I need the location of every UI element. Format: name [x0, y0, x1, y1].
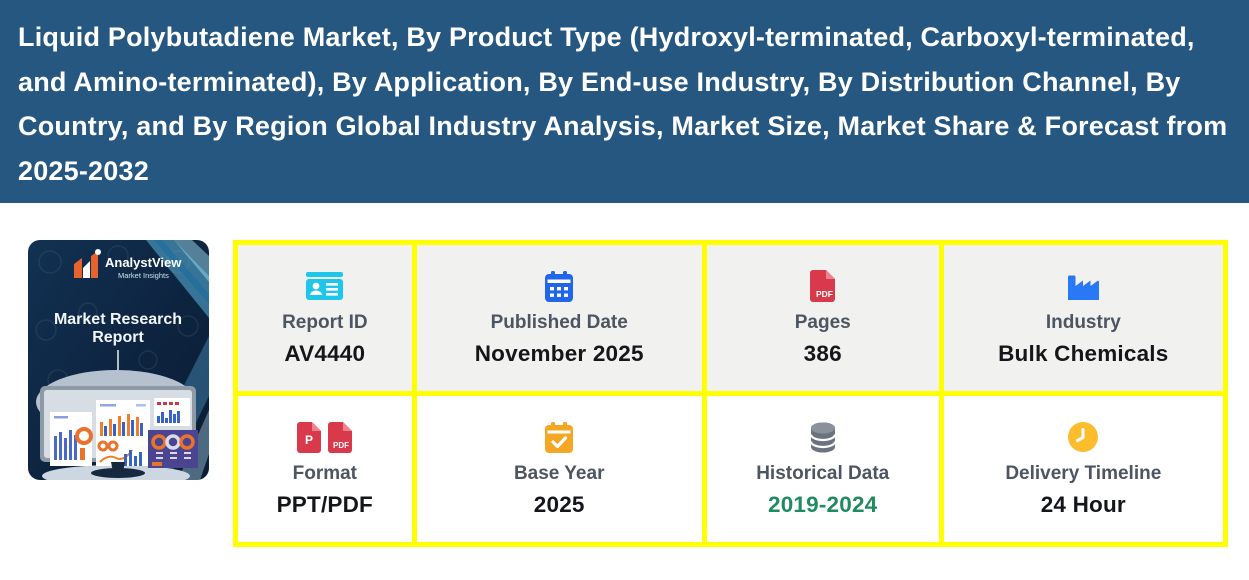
file-pdf-icon: PDF — [810, 269, 836, 303]
card-value: AV4440 — [284, 341, 366, 366]
clock-icon — [1068, 420, 1099, 454]
analystview-logo-icon — [74, 249, 101, 278]
card-label: Historical Data — [756, 463, 890, 484]
card-published-date: Published Date November 2025 — [416, 245, 702, 391]
report-cover-art: AnalystView Market Insights Market Resea… — [28, 240, 209, 480]
calendar-check-icon — [545, 420, 574, 454]
bar-chart-card — [50, 412, 93, 466]
card-value: Bulk Chemicals — [998, 341, 1169, 366]
card-value: PPT/PDF — [276, 492, 374, 517]
calendar-icon — [545, 269, 574, 303]
report-info-grid: Report ID AV4440 Published Date November… — [233, 240, 1228, 547]
card-industry: Industry Bulk Chemicals — [943, 245, 1223, 391]
pattern-icons — [35, 245, 199, 391]
card-value: 2025 — [533, 492, 585, 517]
card-value: 24 Hour — [1040, 492, 1126, 517]
database-icon — [809, 420, 836, 454]
card-delivery-timeline: Delivery Timeline 24 Hour — [943, 396, 1223, 542]
card-label: Delivery Timeline — [1005, 463, 1162, 484]
card-value: November 2025 — [474, 341, 644, 366]
file-pdf-icon: PDF — [328, 421, 353, 453]
svg-text:P: P — [305, 433, 313, 447]
card-format: P PDF Format PPT/PDF — [238, 396, 412, 542]
report-cover-image: AnalystView Market Insights Market Resea… — [28, 240, 209, 480]
report-chart-card — [96, 400, 150, 466]
report-summary-section: AnalystView Market Insights Market Resea… — [0, 240, 1249, 547]
cover-title-line1: Market Research — [54, 311, 182, 328]
donut-chart-card — [148, 430, 198, 468]
file-ppt-and-pdf-icons: P PDF — [297, 420, 353, 454]
factory-icon — [1067, 269, 1099, 303]
card-label: Report ID — [282, 312, 368, 333]
card-value: 386 — [803, 341, 842, 366]
cover-title-line2: Report — [92, 329, 144, 346]
card-base-year: Base Year 2025 — [416, 396, 702, 542]
card-historical-data: Historical Data 2019-2024 — [706, 396, 939, 542]
page-title: Liquid Polybutadiene Market, By Product … — [18, 22, 1228, 186]
cover-brand-tagline: Market Insights — [118, 271, 169, 280]
svg-text:PDF: PDF — [816, 289, 833, 299]
card-label: Format — [292, 463, 358, 484]
report-title-banner: Liquid Polybutadiene Market, By Product … — [0, 0, 1249, 203]
card-report-id: Report ID AV4440 — [238, 245, 412, 391]
cover-brand-name: AnalystView — [105, 255, 182, 270]
svg-text:PDF: PDF — [333, 441, 349, 450]
card-label: Base Year — [513, 463, 605, 484]
card-label: Industry — [1045, 312, 1121, 333]
card-label: Pages — [794, 312, 851, 333]
monitor-illustration — [36, 370, 198, 480]
card-value: 2019-2024 — [768, 492, 878, 517]
card-pages: PDF Pages 386 — [706, 245, 939, 391]
id-card-icon — [306, 269, 344, 303]
card-label: Published Date — [490, 312, 628, 333]
file-ppt-icon: P — [297, 421, 322, 453]
mini-chart-card — [154, 398, 190, 426]
